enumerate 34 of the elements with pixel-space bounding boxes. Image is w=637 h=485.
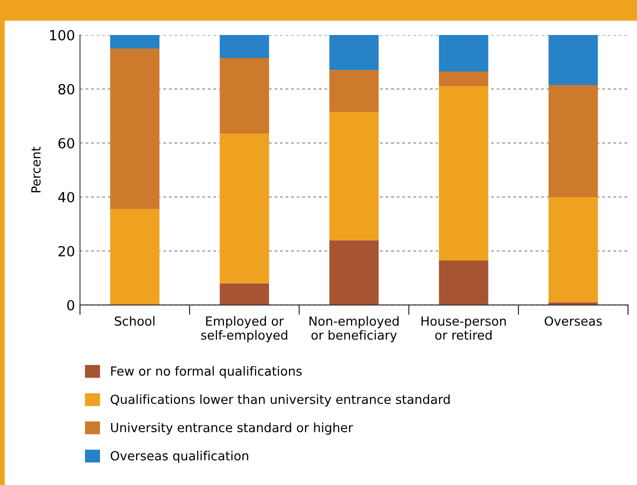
bar xyxy=(438,86,488,260)
y-tick-label: 100 xyxy=(50,30,74,40)
x-tick-label: Employed or self-employed xyxy=(201,316,288,342)
bar xyxy=(438,35,488,72)
bar xyxy=(329,240,379,305)
x-tick-label: Non-employed or beneficiary xyxy=(310,316,399,342)
bar xyxy=(438,71,488,86)
bar xyxy=(220,283,270,305)
x-tick-label: Overseas xyxy=(544,316,602,326)
bar xyxy=(329,112,379,240)
bar xyxy=(329,35,379,70)
bar xyxy=(329,70,379,112)
bar xyxy=(548,84,598,197)
bar xyxy=(438,260,488,305)
y-tick-label: 20 xyxy=(58,246,74,256)
y-tick-label: 60 xyxy=(58,138,74,148)
bar xyxy=(548,35,598,85)
bar xyxy=(110,35,160,48)
x-tick-label: House-person or retired xyxy=(422,316,506,340)
bar xyxy=(548,197,598,302)
bar xyxy=(220,134,270,284)
x-tick-label: School xyxy=(114,316,154,326)
bar xyxy=(220,58,270,134)
legend-label: Overseas qualification xyxy=(110,450,248,463)
legend-label: Qualifications lower than university entrance standard xyxy=(110,394,450,406)
y-tick-label: 80 xyxy=(58,84,74,94)
bar xyxy=(220,35,270,58)
y-axis-title: Percent xyxy=(31,146,41,192)
legend-label: Few or no formal qualifications xyxy=(111,366,302,378)
bar xyxy=(110,48,160,210)
y-tick-label: 0 xyxy=(67,300,74,310)
y-tick-label: 40 xyxy=(58,192,74,202)
legend-label: University entrance standard or higher xyxy=(111,422,354,435)
bar xyxy=(110,209,160,305)
